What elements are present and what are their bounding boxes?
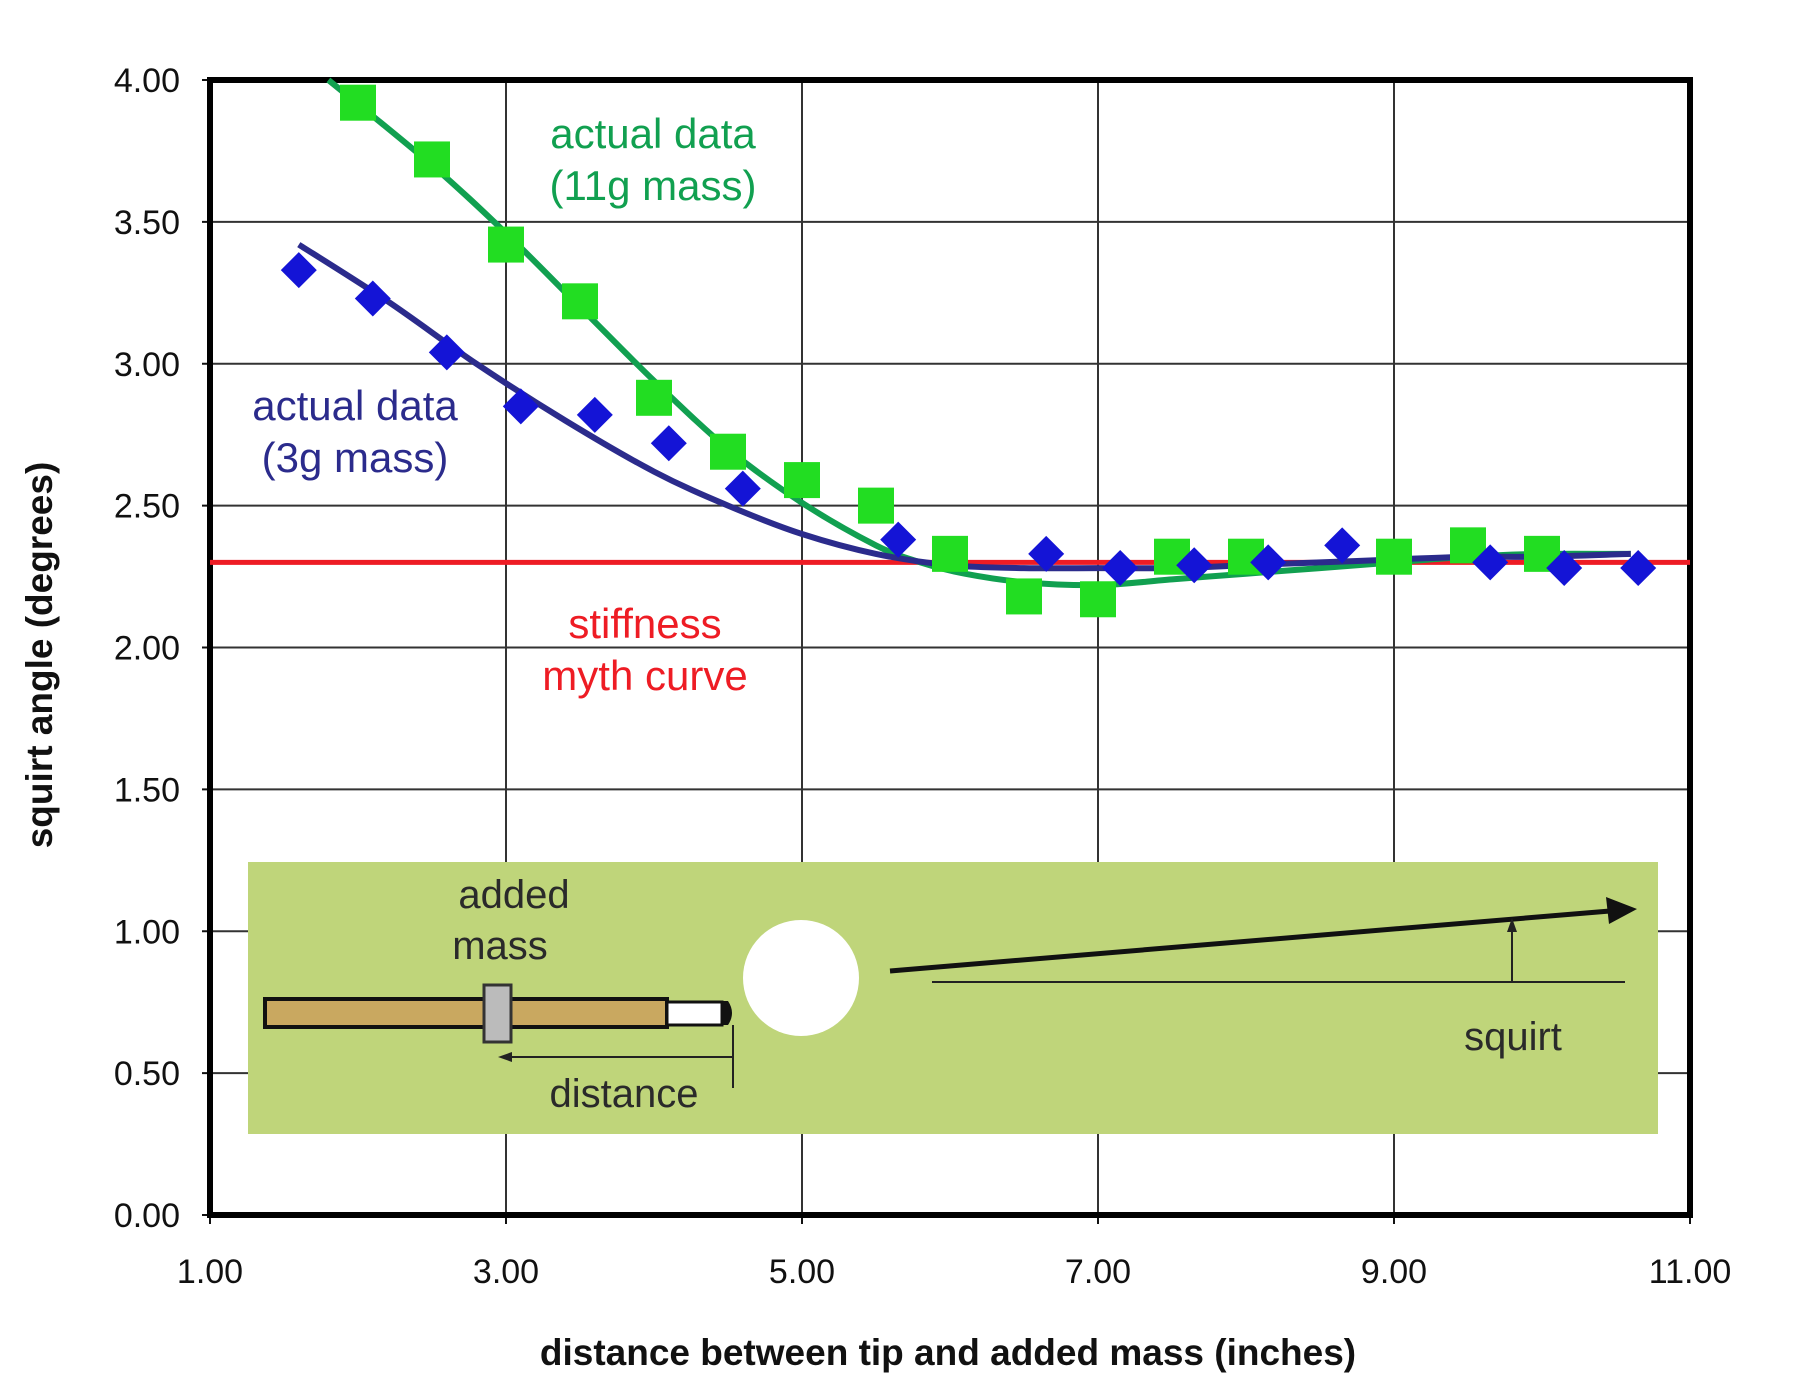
green-series-annotation-line1: actual data	[550, 110, 756, 157]
data-point-11g	[1080, 581, 1116, 618]
plot-border	[207, 77, 1693, 1218]
data-point-3g	[724, 470, 761, 507]
data-point-3g	[1546, 550, 1583, 587]
plot-frame	[207, 77, 1693, 1218]
x-tick-label: 9.00	[1361, 1253, 1427, 1291]
y-tick-label: 2.00	[114, 630, 180, 668]
data-point-3g	[1028, 535, 1065, 572]
data-point-3g	[1250, 544, 1287, 581]
inset-diagram: added mass distance squirt	[248, 862, 1658, 1134]
squirt-label: squirt	[1464, 1015, 1562, 1059]
cue-ball	[743, 920, 859, 1036]
y-tick-label: 1.00	[114, 913, 180, 951]
squirt-direction-line	[889, 908, 1611, 974]
added-mass-label-line2: mass	[452, 924, 548, 968]
data-point-3g	[1324, 527, 1361, 564]
cue-tip	[722, 1001, 732, 1025]
stiffness-annotation-line2: myth curve	[542, 652, 747, 699]
data-point-11g	[488, 226, 524, 263]
y-tick-label: 4.00	[114, 62, 180, 100]
data-point-11g	[636, 379, 672, 416]
data-point-3g	[650, 425, 687, 462]
data-point-11g	[1006, 578, 1042, 615]
data-point-11g	[340, 84, 376, 121]
y-tick-label: 0.50	[114, 1055, 180, 1093]
data-point-3g	[1620, 550, 1657, 587]
cue-ferrule	[665, 1000, 724, 1027]
x-tick-label: 1.00	[177, 1253, 243, 1291]
distance-label: distance	[550, 1072, 699, 1116]
data-point-3g	[502, 388, 539, 425]
x-tick-label: 7.00	[1065, 1253, 1131, 1291]
data-point-11g	[562, 283, 598, 320]
data-point-3g	[576, 396, 613, 433]
data-point-11g	[1376, 538, 1412, 575]
blue-series-annotation-line1: actual data	[252, 382, 458, 429]
added-mass-block	[482, 983, 513, 1044]
y-tick-label: 3.50	[114, 204, 180, 242]
distance-arrowhead	[498, 1052, 512, 1062]
series-markers	[280, 84, 1657, 618]
blue-series-annotation-line2: (3g mass)	[262, 434, 449, 481]
cue-stick-shaft	[263, 997, 669, 1029]
y-tick-label: 2.50	[114, 488, 180, 526]
data-point-3g	[354, 280, 391, 317]
data-point-11g	[414, 141, 450, 178]
data-point-3g	[1102, 550, 1139, 587]
tick-labels: 0.00 0.50 1.00 1.50 2.00 2.50 3.00 3.50 4.00 1.00…	[114, 62, 1731, 1291]
y-tick-label: 1.50	[114, 771, 180, 809]
data-point-3g	[880, 521, 917, 558]
y-tick-label: 3.00	[114, 346, 180, 384]
y-tick-label: 0.00	[114, 1197, 180, 1235]
squirt-angle-arrowhead	[1507, 918, 1517, 932]
x-tick-label: 5.00	[769, 1253, 835, 1291]
data-point-11g	[710, 433, 746, 470]
added-mass-label-line1: added	[458, 873, 569, 917]
data-point-3g	[1176, 547, 1213, 584]
x-tick-label: 3.00	[473, 1253, 539, 1291]
data-point-11g	[858, 487, 894, 524]
data-point-3g	[1472, 544, 1509, 581]
data-point-3g	[428, 334, 465, 371]
data-point-11g	[784, 462, 820, 499]
squirt-arrowhead	[1606, 897, 1637, 924]
data-point-3g	[280, 252, 317, 289]
green-series-annotation-line2: (11g mass)	[550, 162, 757, 209]
x-axis-title: distance between tip and added mass (inc…	[540, 1332, 1356, 1373]
data-point-11g	[932, 535, 968, 572]
y-axis-title: squirt angle (degrees)	[19, 462, 60, 849]
stiffness-annotation-line1: stiffness	[568, 600, 721, 647]
x-tick-label: 11.00	[1649, 1253, 1732, 1291]
